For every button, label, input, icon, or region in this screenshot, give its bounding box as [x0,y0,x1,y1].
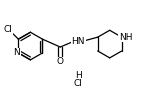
Text: Cl: Cl [74,79,82,88]
Text: NH: NH [119,33,132,42]
Text: O: O [57,57,64,66]
Text: N: N [13,48,20,57]
Text: Cl: Cl [3,25,12,34]
Text: H: H [75,71,81,80]
Text: HN: HN [71,37,85,46]
